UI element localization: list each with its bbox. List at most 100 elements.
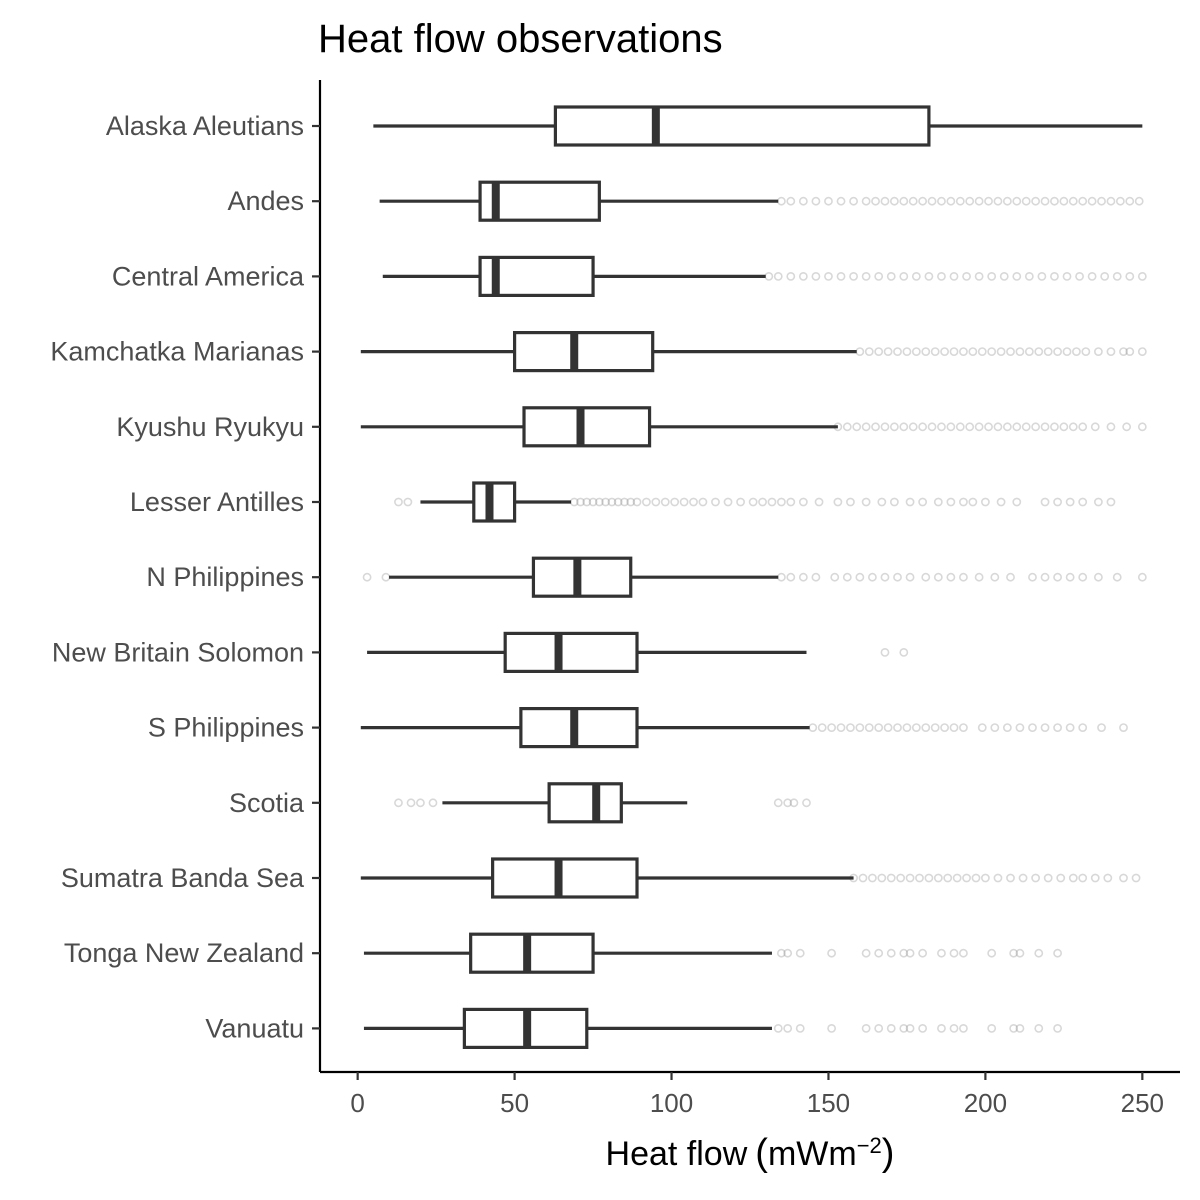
x-axis-title-unit-exponent: −2 <box>857 1133 882 1158</box>
outlier-point <box>1131 873 1141 883</box>
outlier-point <box>899 1024 909 1033</box>
outlier-point <box>1040 497 1050 507</box>
outlier-point <box>861 948 871 958</box>
outlier-point <box>1015 723 1025 732</box>
outlier-point <box>952 873 962 883</box>
outlier-point <box>846 497 855 507</box>
outlier-point <box>883 347 893 356</box>
outlier-point <box>1078 723 1088 732</box>
outlier-point <box>814 497 824 507</box>
outlier-point <box>632 497 642 507</box>
outlier-point <box>962 271 971 281</box>
outlier-point <box>1053 723 1062 732</box>
outlier-point <box>802 798 811 808</box>
x-axis-title: Heat flow (mWm−2) <box>606 1132 895 1174</box>
outlier-point <box>1078 196 1088 206</box>
outlier-point <box>949 271 959 281</box>
outlier-point <box>937 1024 946 1033</box>
outlier-point <box>1043 873 1053 883</box>
outlier-point <box>776 948 786 958</box>
outlier-point <box>1125 196 1135 206</box>
iqr-box <box>522 406 652 448</box>
outlier-point <box>849 196 858 206</box>
outlier-point <box>811 572 821 582</box>
y-tick-label: New Britain Solomon <box>52 637 304 667</box>
y-tick-label: Kamchatka Marianas <box>50 337 304 367</box>
outlier-point <box>642 497 651 507</box>
outlier-point <box>893 572 902 582</box>
outlier-point <box>864 347 874 356</box>
outlier-point <box>908 422 918 432</box>
outlier-point <box>1059 196 1069 206</box>
outlier-point <box>946 497 956 507</box>
outlier-point <box>827 723 837 732</box>
outlier-point <box>937 948 946 958</box>
outlier-point <box>689 497 698 507</box>
outlier-point <box>905 873 915 883</box>
outlier-point <box>855 347 865 356</box>
outlier-point <box>880 648 890 657</box>
outlier-point <box>1068 873 1078 883</box>
outlier-point <box>902 723 912 732</box>
outlier-point <box>798 271 808 281</box>
outlier-point <box>874 723 884 732</box>
outlier-point <box>937 271 946 281</box>
outlier-point <box>1093 347 1103 356</box>
outlier-point <box>594 497 604 507</box>
outlier-point <box>748 497 758 507</box>
outlier-point <box>758 497 767 507</box>
outlier-point <box>886 1024 896 1033</box>
outlier-point <box>1021 422 1031 432</box>
outlier-point <box>937 422 946 432</box>
outlier-point <box>1006 347 1015 356</box>
outlier-point <box>776 572 786 582</box>
outlier-point <box>1040 572 1050 582</box>
outlier-point <box>921 347 931 356</box>
outlier-point <box>974 572 984 582</box>
outlier-point <box>955 422 965 432</box>
outlier-point <box>868 873 877 883</box>
outlier-point <box>877 497 887 507</box>
outlier-point <box>1062 271 1072 281</box>
box-group <box>363 932 772 974</box>
outlier-point <box>1125 347 1135 356</box>
outlier-point <box>940 347 949 356</box>
outlier-point <box>1112 271 1122 281</box>
outlier-point <box>789 798 799 808</box>
outlier-point <box>1137 347 1147 356</box>
outlier-point <box>918 497 928 507</box>
outlier-point <box>808 723 818 732</box>
outlier-point <box>1119 723 1128 732</box>
box-group <box>373 105 1143 147</box>
outlier-point <box>974 196 984 206</box>
outlier-point <box>993 873 1003 883</box>
outlier-point <box>911 723 921 732</box>
outlier-point <box>1053 572 1062 582</box>
outlier-point <box>1106 422 1116 432</box>
outlier-point <box>416 798 425 808</box>
y-tick-label: S Philippines <box>148 713 304 743</box>
x-tick-label: 100 <box>650 1088 693 1118</box>
outlier-point <box>1053 1024 1062 1033</box>
y-tick-label: N Philippines <box>146 562 304 592</box>
outlier-point <box>959 497 968 507</box>
outlier-point <box>1078 422 1088 432</box>
outlier-point <box>855 723 865 732</box>
outlier-point <box>1081 347 1091 356</box>
outlier-point <box>842 422 852 432</box>
outlier-point <box>861 271 871 281</box>
outlier-point <box>1009 1024 1019 1033</box>
outlier-point <box>893 347 902 356</box>
outlier-point <box>959 572 968 582</box>
outlier-point <box>1040 196 1050 206</box>
outlier-point <box>403 497 413 507</box>
outlier-point <box>1090 873 1100 883</box>
outlier-point <box>905 497 915 507</box>
y-axis: Alaska Aleutians Andes Central America Kamc… <box>50 80 322 1072</box>
outlier-point <box>1002 723 1012 732</box>
outlier-point <box>1062 347 1072 356</box>
y-tick-label: Vanuatu <box>205 1013 304 1043</box>
outlier-point <box>1093 497 1103 507</box>
outlier-point <box>1065 497 1075 507</box>
outlier-point <box>896 873 906 883</box>
